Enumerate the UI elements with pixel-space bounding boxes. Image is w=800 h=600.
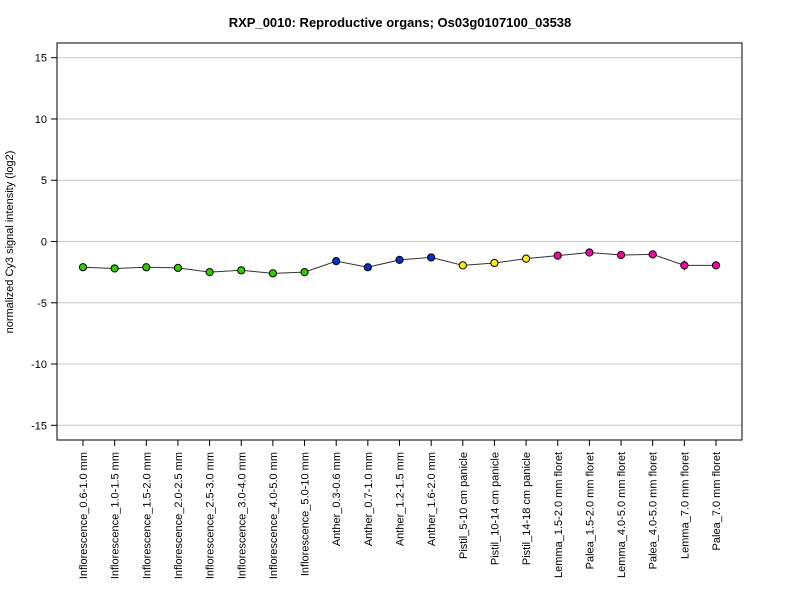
x-tick-label: Palea_1.5-2.0 mm floret [584,452,596,569]
data-point [616,250,626,260]
data-point [332,257,341,266]
y-tick-label: 5 [41,175,47,187]
data-series [78,248,721,278]
axes: 15 10 5 0 -5 -10 -15 Inflorescence_0.6-1.0 mm In… [31,53,723,579]
y-tick-label: -5 [37,298,47,310]
y-tick-label: 10 [35,114,47,126]
data-point [142,263,151,272]
x-tick-label: Lemma_7.0 mm floret [679,452,691,559]
x-tick-label: Anther_0.3-0.6 mm [331,452,343,546]
y-tick-label: 0 [41,237,47,249]
chart-title: RXP_0010: Reproductive organs; Os03g0107… [229,15,572,30]
plot-frame [56,42,743,441]
data-point [173,263,183,272]
x-tick-label: Palea_7.0 mm floret [711,452,723,550]
data-point [363,263,372,272]
data-point [522,254,531,263]
x-tick-label: Inflorescence_2.5-3.0 mm [205,452,217,579]
x-tick-label: Anther_1.2-1.5 mm [395,452,407,546]
x-tick-label: Anther_0.7-1.0 mm [363,452,375,546]
x-tick-label: Anther_1.6-2.0 mm [426,452,438,546]
y-tick-label: 15 [35,53,47,65]
data-point [585,248,594,257]
data-point [553,251,562,260]
data-point [395,255,404,264]
y-axis-label: normalized Cy3 signal intensity (log2) [4,151,16,334]
data-point [110,264,119,273]
data-point [458,261,467,270]
gridlines [57,57,742,426]
x-tick-label: Lemma_4.0-5.0 mm floret [616,452,628,578]
data-point [78,263,88,272]
data-point [427,253,436,262]
x-tick-label: Inflorescence_4.0-5.0 mm [268,452,280,579]
data-point [237,266,246,275]
data-point [300,268,309,277]
x-tick-label: Pistil_5-10 cm panicle [458,452,470,559]
x-tick-label: Inflorescence_1.0-1.5 mm [110,452,122,579]
x-tick-label: Inflorescence_2.0-2.5 mm [173,452,185,579]
x-tick-label: Inflorescence_1.5-2.0 mm [141,452,153,579]
data-point [268,269,277,278]
data-point [680,261,689,270]
x-tick-label: Inflorescence_3.0-4.0 mm [236,452,248,579]
data-point [648,250,657,259]
x-tick-label: Inflorescence_5.0-10 mm [300,452,312,576]
y-tick-label: -15 [31,420,47,432]
data-point [490,258,499,268]
x-tick-label: Pistil_14-18 cm panicle [521,452,533,565]
x-tick-label: Lemma_1.5-2.0 mm floret [553,452,565,578]
data-point [205,268,214,277]
data-point [711,261,721,270]
y-tick-label: -10 [31,359,47,371]
x-tick-label: Pistil_10-14 cm panicle [489,452,501,565]
x-tick-label: Inflorescence_0.6-1.0 mm [78,452,90,579]
x-tick-label: Palea_4.0-5.0 mm floret [648,452,660,569]
